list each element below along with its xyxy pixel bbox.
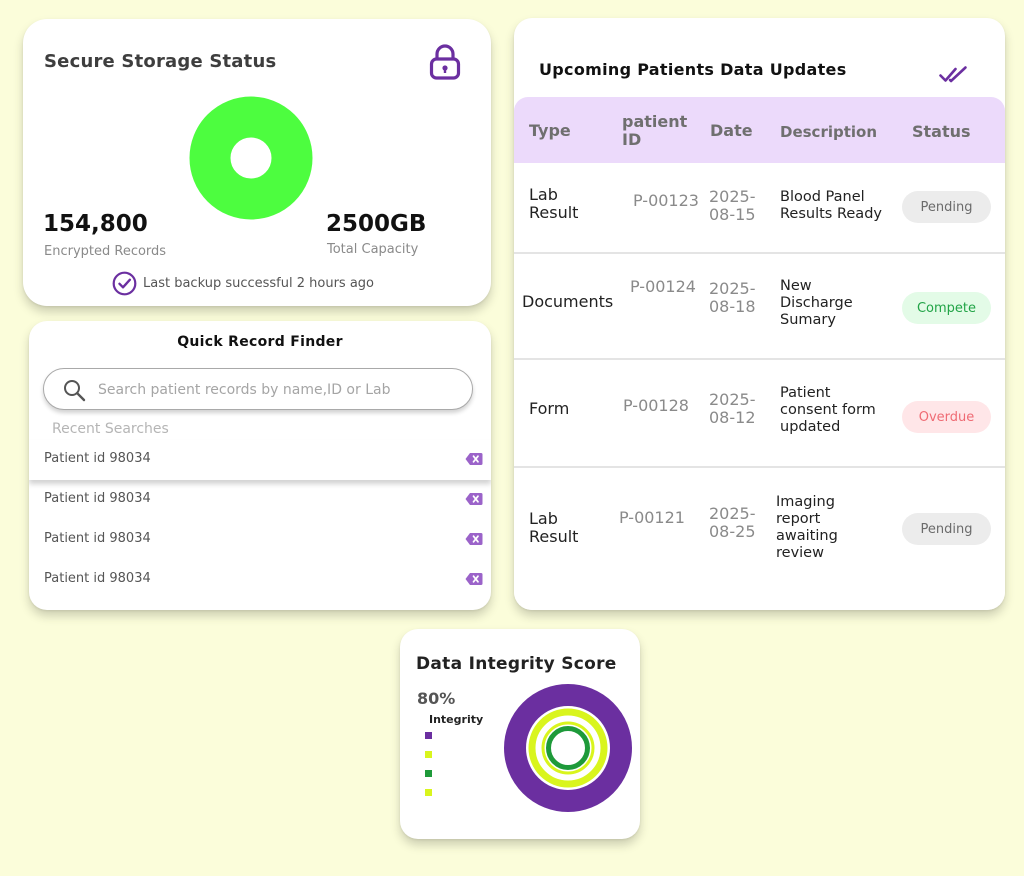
cell-patient-id: P-00121 xyxy=(619,508,685,527)
table-row[interactable]: Form P-00128 2025-08-12 Patient consent … xyxy=(514,360,1005,468)
search-icon xyxy=(64,380,86,402)
cell-description: Patient consent form updated xyxy=(780,385,876,435)
storage-title: Secure Storage Status xyxy=(44,51,277,72)
column-header-description[interactable]: Description xyxy=(780,123,878,141)
recent-search-text: Patient id 98034 xyxy=(44,571,151,586)
table-row[interactable]: Documents P-00124 2025-08-18 New Dischar… xyxy=(514,254,1005,360)
storage-donut xyxy=(189,96,313,220)
backup-status: Last backup successful 2 hours ago xyxy=(112,270,374,296)
column-header-type[interactable]: Type xyxy=(529,121,571,140)
recent-search-item[interactable]: Patient id 98034 xyxy=(29,520,491,560)
quick-record-finder-card: Quick Record Finder Recent Searches Pati… xyxy=(29,321,491,610)
integrity-title: Data Integrity Score xyxy=(416,654,617,674)
cell-patient-id: P-00128 xyxy=(623,396,689,415)
check-circle-icon xyxy=(112,271,137,295)
recent-search-text: Patient id 98034 xyxy=(44,531,151,546)
total-capacity-label: Total Capacity xyxy=(327,242,419,257)
cell-patient-id: P-00124 xyxy=(630,277,696,296)
table-row[interactable]: Lab Result P-00123 2025-08-15 Blood Pane… xyxy=(514,163,1005,254)
column-header-status[interactable]: Status xyxy=(912,122,971,141)
table-row[interactable]: Lab Result P-00121 2025-08-25 Imaging re… xyxy=(514,468,1005,610)
cell-date: 2025-08-15 xyxy=(709,187,756,224)
updates-title: Upcoming Patients Data Updates xyxy=(539,60,847,79)
cell-date: 2025-08-18 xyxy=(709,279,756,316)
delete-icon[interactable] xyxy=(465,532,483,546)
legend-swatch xyxy=(425,732,432,739)
cell-type: Form xyxy=(529,399,570,418)
delete-icon[interactable] xyxy=(465,452,483,466)
search-input[interactable] xyxy=(96,375,460,405)
recent-search-item[interactable]: Patient id 98034 xyxy=(29,440,491,480)
cell-description: New Discharge Sumary xyxy=(780,278,853,328)
secure-storage-card: Secure Storage Status 154,800 Encrypted … xyxy=(23,19,491,306)
integrity-rings-chart xyxy=(504,684,632,812)
legend-swatch xyxy=(425,770,432,777)
ring-outer xyxy=(504,684,632,812)
cell-date: 2025-08-25 xyxy=(709,504,756,541)
encrypted-records-label: Encrypted Records xyxy=(44,244,167,259)
backup-text: Last backup successful 2 hours ago xyxy=(143,275,374,291)
legend-swatch xyxy=(425,751,432,758)
column-header-patient-id[interactable]: patient ID xyxy=(622,112,688,149)
cell-type: Lab Result xyxy=(529,509,579,546)
total-capacity-value: 2500GB xyxy=(326,211,427,237)
status-badge[interactable]: Pending xyxy=(902,191,991,223)
integrity-score: 80% xyxy=(417,689,456,708)
cell-description: Blood Panel Results Ready xyxy=(780,189,882,222)
table-header: Type patient ID Date Description Status xyxy=(514,97,1005,163)
column-header-date[interactable]: Date xyxy=(710,121,753,140)
cell-date: 2025-08-12 xyxy=(709,390,756,427)
ring-third xyxy=(546,726,590,770)
ring-second xyxy=(528,708,608,788)
encrypted-records-value: 154,800 xyxy=(43,211,148,237)
legend-swatch xyxy=(425,789,432,796)
data-integrity-card: Data Integrity Score 80% Integrity xyxy=(400,629,640,839)
cell-type: Lab Result xyxy=(529,185,579,222)
ring-fourth xyxy=(541,721,595,775)
double-check-icon[interactable] xyxy=(939,65,969,85)
search-box[interactable] xyxy=(43,368,473,410)
status-badge[interactable]: Pending xyxy=(902,513,991,545)
cell-description: Imaging report awaiting review xyxy=(776,494,838,561)
recent-search-item[interactable]: Patient id 98034 xyxy=(29,560,491,600)
recent-search-item[interactable]: Patient id 98034 xyxy=(29,480,491,520)
patient-updates-card: Upcoming Patients Data Updates Type pati… xyxy=(514,18,1005,610)
cell-patient-id: P-00123 xyxy=(633,191,699,210)
recent-searches-label: Recent Searches xyxy=(52,421,169,437)
recent-search-text: Patient id 98034 xyxy=(44,491,151,506)
delete-icon[interactable] xyxy=(465,572,483,586)
lock-icon[interactable] xyxy=(428,44,462,80)
cell-type: Documents xyxy=(522,292,614,311)
status-badge[interactable]: Overdue xyxy=(902,401,991,433)
finder-title: Quick Record Finder xyxy=(177,334,343,350)
status-badge[interactable]: Compete xyxy=(902,292,991,324)
legend-title: Integrity xyxy=(429,713,484,726)
delete-icon[interactable] xyxy=(465,492,483,506)
recent-search-text: Patient id 98034 xyxy=(44,451,151,466)
